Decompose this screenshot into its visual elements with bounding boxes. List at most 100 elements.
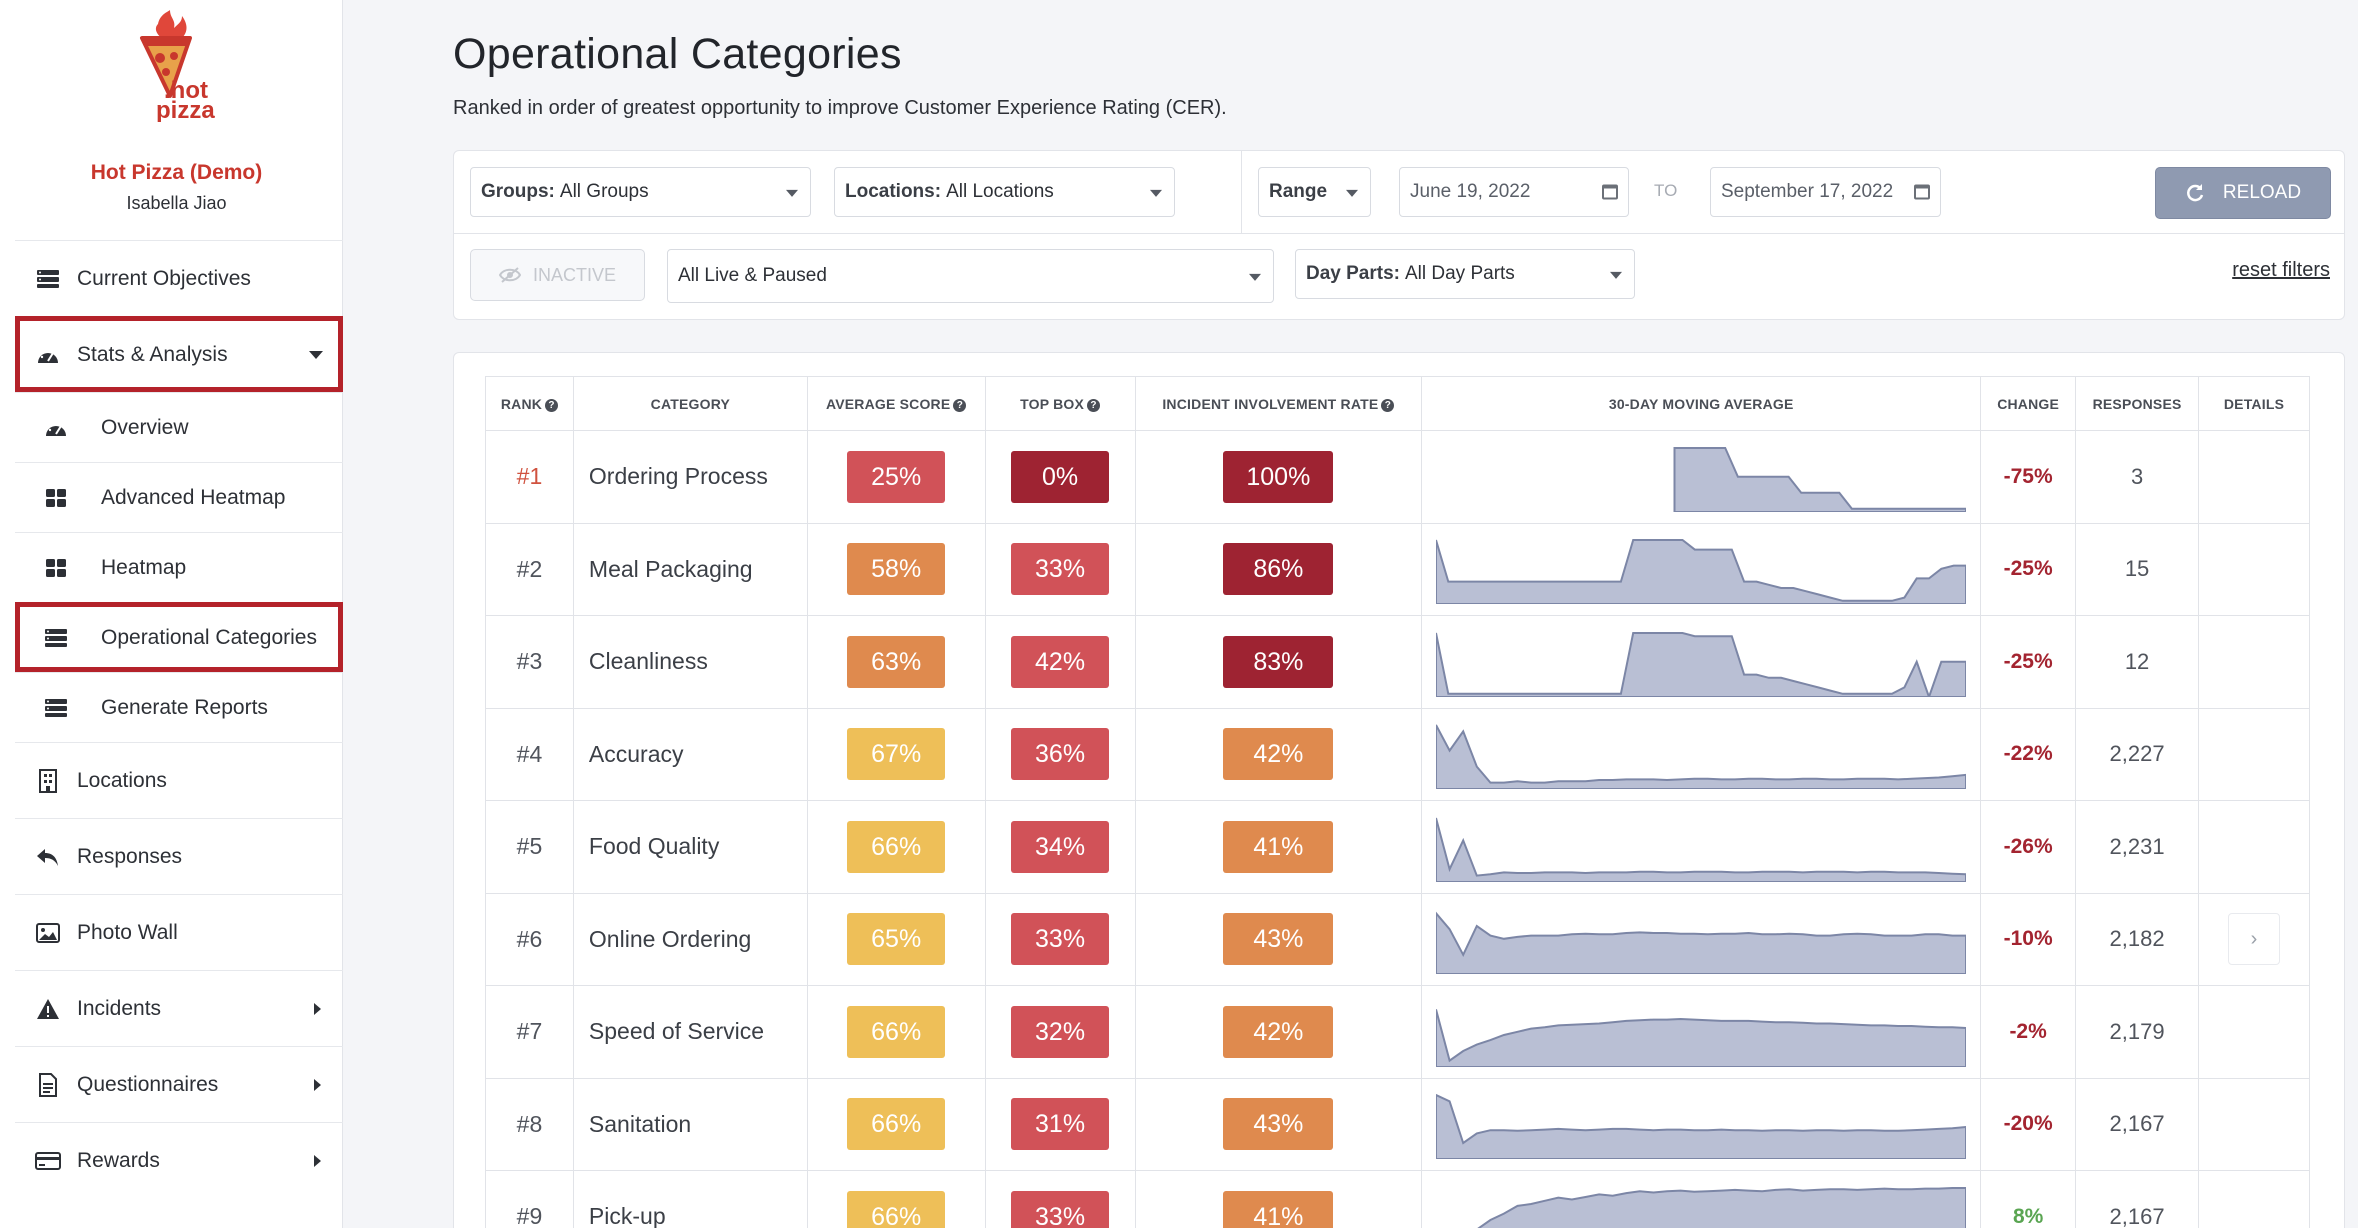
change-cell: 8% xyxy=(1980,1170,2077,1228)
range-select[interactable]: Range xyxy=(1258,167,1371,217)
table-row[interactable]: #9 Pick-up 66% 33% 41% 8% 2,167 xyxy=(485,1170,2310,1228)
help-icon[interactable]: ? xyxy=(1381,398,1395,412)
average-score-badge: 66% xyxy=(847,820,946,873)
range-select-label: Range xyxy=(1269,181,1328,202)
column-header-label: INCIDENT INVOLVEMENT RATE xyxy=(1162,395,1379,412)
top-box-badge: 31% xyxy=(1011,1098,1110,1151)
table-row[interactable]: #2 Meal Packaging 58% 33% 86% -25% 15 xyxy=(485,522,2310,616)
column-header-change[interactable]: CHANGE xyxy=(1980,376,2077,431)
change-value: -26% xyxy=(2003,834,2053,858)
category-cell: Ordering Process xyxy=(572,430,808,524)
sidebar-item-rewards[interactable]: Rewards xyxy=(15,1122,343,1198)
responses-cell: 2,167 xyxy=(2075,1077,2200,1171)
details-button[interactable]: › xyxy=(2228,913,2281,966)
sidebar-item-stats-analysis[interactable]: Stats & Analysis xyxy=(15,316,343,392)
sidebar-item-label: Questionnaires xyxy=(77,1072,219,1096)
sidebar-item-incidents[interactable]: Incidents xyxy=(15,970,343,1046)
moving-average-sparkline xyxy=(1421,1170,1982,1228)
sidebar-item-advanced-heatmap[interactable]: Advanced Heatmap xyxy=(15,462,343,532)
incident-rate-cell: 41% xyxy=(1134,800,1423,894)
incident-rate-cell: 43% xyxy=(1134,892,1423,986)
help-icon[interactable]: ? xyxy=(1087,398,1101,412)
incident-rate-cell: 43% xyxy=(1134,1077,1423,1171)
chevron-down-icon xyxy=(786,189,798,197)
chevron-down-icon xyxy=(1150,189,1162,197)
incident-rate-badge: 43% xyxy=(1223,1098,1334,1151)
sidebar-item-heatmap[interactable]: Heatmap xyxy=(15,532,343,602)
category-name: Speed of Service xyxy=(588,1018,765,1045)
hot-pizza-logo[interactable]: .hot pizza xyxy=(130,10,220,122)
sidebar-item-questionnaires[interactable]: Questionnaires xyxy=(15,1046,343,1122)
rank-value: #1 xyxy=(516,463,543,490)
reset-filters-link[interactable]: reset filters xyxy=(2232,259,2330,281)
date-range-to-label: TO xyxy=(1654,181,1678,200)
sidebar-item-operational-categories[interactable]: Operational Categories xyxy=(15,602,343,672)
moving-average-sparkline xyxy=(1421,522,1982,616)
status-select[interactable]: All Live & Paused xyxy=(667,249,1274,303)
top-box-cell: 32% xyxy=(984,985,1136,1079)
sidebar-item-responses[interactable]: Responses xyxy=(15,818,343,894)
date-to-field[interactable]: September 17, 2022 xyxy=(1710,167,1941,217)
responses-value: 3 xyxy=(2130,463,2144,489)
table-row[interactable]: #6 Online Ordering 65% 33% 43% -10% 2,182 › xyxy=(485,892,2310,986)
top-box-badge: 0% xyxy=(1011,450,1110,503)
date-from-field[interactable]: June 19, 2022 xyxy=(1399,167,1629,217)
change-cell: -75% xyxy=(1980,430,2077,524)
column-header-top-box[interactable]: TOP BOX? xyxy=(984,376,1136,431)
filter-panel: Groups: All Groups Locations: All Locati… xyxy=(453,150,2345,320)
sidebar-item-current-objectives[interactable]: Current Objectives xyxy=(15,240,343,316)
details-cell xyxy=(2198,522,2310,616)
category-name: Accuracy xyxy=(588,740,684,767)
responses-cell: 2,227 xyxy=(2075,707,2200,801)
moving-average-sparkline xyxy=(1421,985,1982,1079)
table-row[interactable]: #1 Ordering Process 25% 0% 100% -75% 3 xyxy=(485,430,2310,524)
date-to-value: September 17, 2022 xyxy=(1721,181,1894,202)
column-header-responses[interactable]: RESPONSES xyxy=(2075,376,2200,431)
column-header-details: DETAILS xyxy=(2198,376,2310,431)
divider xyxy=(1241,151,1242,233)
incident-rate-badge: 86% xyxy=(1223,543,1334,596)
sidebar-item-label: Stats & Analysis xyxy=(77,342,228,366)
average-score-cell: 65% xyxy=(806,892,986,986)
dayparts-select[interactable]: Day Parts: All Day Parts xyxy=(1295,249,1635,299)
average-score-badge: 58% xyxy=(847,543,946,596)
column-header-average-score[interactable]: AVERAGE SCORE? xyxy=(806,376,986,431)
groups-select[interactable]: Groups: All Groups xyxy=(470,167,811,217)
category-name: Sanitation xyxy=(588,1110,692,1137)
incident-rate-cell: 42% xyxy=(1134,985,1423,1079)
table-row[interactable]: #4 Accuracy 67% 36% 42% -22% 2,227 xyxy=(485,707,2310,801)
sidebar-item-locations[interactable]: Locations xyxy=(15,742,343,818)
column-header-label: TOP BOX xyxy=(1020,395,1085,412)
status-select-value: All Live & Paused xyxy=(678,265,827,286)
column-header-rank[interactable]: RANK? xyxy=(485,376,574,431)
card-icon xyxy=(33,1146,63,1176)
reload-button[interactable]: RELOAD xyxy=(2155,167,2331,219)
change-value: -75% xyxy=(2003,464,2053,488)
column-header-incident-rate[interactable]: INCIDENT INVOLVEMENT RATE? xyxy=(1134,376,1423,431)
sidebar-item-label: Locations xyxy=(77,768,167,792)
incident-rate-badge: 42% xyxy=(1223,1005,1334,1058)
help-icon[interactable]: ? xyxy=(953,398,967,412)
server-icon xyxy=(41,693,71,723)
help-icon[interactable]: ? xyxy=(545,398,559,412)
table-row[interactable]: #3 Cleanliness 63% 42% 83% -25% 12 xyxy=(485,615,2310,709)
sidebar-item-generate-reports[interactable]: Generate Reports xyxy=(15,672,343,742)
caret-right-icon xyxy=(314,1002,321,1015)
sidebar-item-photo-wall[interactable]: Photo Wall xyxy=(15,894,343,970)
dayparts-select-label: Day Parts: xyxy=(1306,263,1400,284)
caret-down-icon xyxy=(309,350,323,359)
incident-rate-cell: 100% xyxy=(1134,430,1423,524)
column-header-category[interactable]: CATEGORY xyxy=(572,376,808,431)
inactive-toggle-button[interactable]: INACTIVE xyxy=(470,249,645,301)
table-row[interactable]: #8 Sanitation 66% 31% 43% -20% 2,167 xyxy=(485,1077,2310,1171)
category-name: Food Quality xyxy=(588,833,720,860)
table-row[interactable]: #5 Food Quality 66% 34% 41% -26% 2,231 xyxy=(485,800,2310,894)
sidebar-item-overview[interactable]: Overview xyxy=(15,392,343,462)
responses-value: 12 xyxy=(2124,648,2150,674)
table-row[interactable]: #7 Speed of Service 66% 32% 42% -2% 2,179 xyxy=(485,985,2310,1079)
change-value: -10% xyxy=(2003,927,2053,951)
details-cell xyxy=(2198,800,2310,894)
dashboard-icon xyxy=(41,413,71,443)
category-cell: Food Quality xyxy=(572,800,808,894)
locations-select[interactable]: Locations: All Locations xyxy=(834,167,1175,217)
